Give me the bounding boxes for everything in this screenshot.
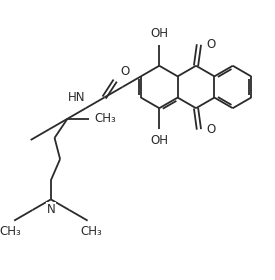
Text: CH₃: CH₃ — [81, 225, 102, 239]
Text: O: O — [207, 123, 216, 136]
Text: HN: HN — [68, 91, 86, 104]
Text: N: N — [46, 203, 55, 216]
Text: CH₃: CH₃ — [0, 225, 21, 239]
Text: OH: OH — [150, 134, 168, 147]
Text: O: O — [207, 38, 216, 51]
Text: OH: OH — [150, 27, 168, 40]
Text: CH₃: CH₃ — [94, 112, 116, 125]
Text: O: O — [120, 65, 129, 78]
